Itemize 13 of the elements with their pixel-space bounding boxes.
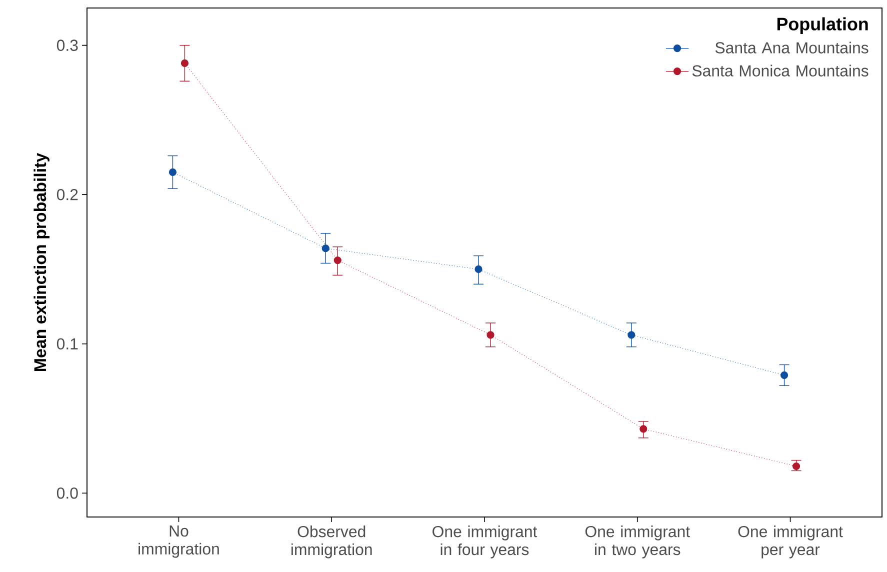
x-tick-label: One immigrant in four years: [432, 526, 538, 558]
x-tick-label: One immigrant per year: [738, 526, 843, 558]
y-tick-label: 0.3: [56, 40, 78, 51]
x-tick-label: One immigrant in two years: [585, 526, 690, 558]
legend-title: Population: [777, 17, 868, 34]
y-tick-label: 0.1: [56, 338, 78, 350]
y-tick-label: 0.2: [56, 188, 78, 200]
x-tick-label: No immigration: [138, 526, 219, 558]
legend-label: Santa Ana Mountains: [715, 42, 868, 54]
legend-label: Santa Monica Mountains: [692, 64, 868, 76]
x-tick-label: Observed immigration: [291, 526, 372, 558]
y-axis-title: Mean extinction probability: [34, 152, 50, 371]
y-tick-label: 0.0: [56, 487, 78, 499]
